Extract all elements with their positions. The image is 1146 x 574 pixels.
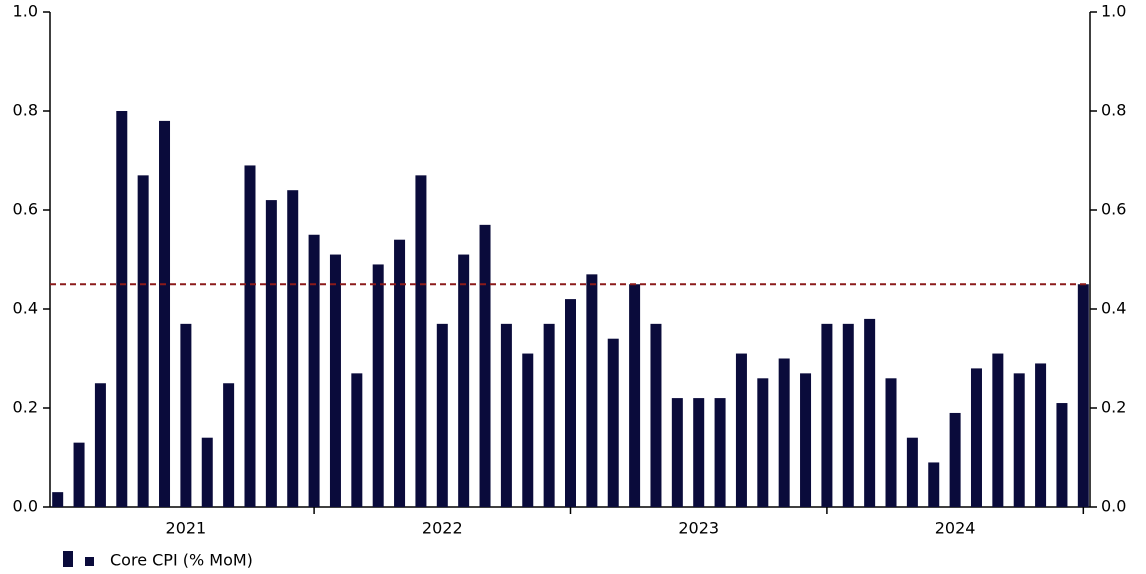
bar [757,378,769,507]
x-tick-label: 2021 [166,519,207,538]
bar [394,239,406,507]
x-tick-label: 2022 [422,519,463,538]
bar [565,299,576,507]
bar [116,111,128,507]
bar [864,318,876,507]
bar [821,323,833,507]
bar [308,234,320,507]
legend-swatch [63,551,73,567]
bar [137,175,149,507]
bar [650,323,662,507]
bar [522,353,534,507]
y2-tick-label: 1.0 [1101,2,1126,21]
bar [94,383,106,507]
y-tick-label: 1.0 [13,2,38,21]
bar [1013,373,1025,507]
bar [244,165,256,507]
bar [800,373,812,507]
bar [479,224,491,507]
bar [842,323,854,507]
legend-swatch [85,557,94,566]
y2-tick-label: 0.2 [1101,398,1126,417]
y-tick-label: 0.8 [13,101,38,120]
y-tick-label: 0.2 [13,398,38,417]
bar [735,353,747,507]
bar [1077,284,1089,507]
bar [778,358,790,507]
bar [201,437,213,507]
bar [500,323,512,507]
bar [693,398,705,507]
bar [1035,363,1047,507]
bar [436,323,448,507]
bar [607,338,619,507]
bar [287,190,299,507]
y-tick-label: 0.0 [13,497,38,516]
bar [543,323,555,507]
bar [714,398,726,507]
bar [458,254,470,507]
bar [223,383,235,507]
bar [970,368,982,507]
bar [629,284,641,507]
bar [992,353,1004,507]
y2-tick-label: 0.6 [1101,200,1126,219]
bar [329,254,341,507]
bar [351,373,363,507]
bar [415,175,427,507]
bar [73,442,85,507]
y-tick-label: 0.4 [13,299,38,318]
bar [372,264,384,507]
x-tick-label: 2024 [935,519,976,538]
y2-tick-label: 0.8 [1101,101,1126,120]
bar [180,323,192,507]
bar [928,462,940,507]
bar [885,378,897,507]
bar [906,437,918,507]
y-tick-label: 0.6 [13,200,38,219]
bar [159,120,171,508]
bar [586,274,598,507]
x-tick-label: 2023 [678,519,719,538]
y2-tick-label: 0.0 [1101,497,1126,516]
bar [949,412,961,507]
bar [1056,403,1068,507]
bar [52,492,64,507]
bar [265,200,277,507]
y2-tick-label: 0.4 [1101,299,1126,318]
legend-label: Core CPI (% MoM) [110,551,253,570]
bar [671,398,683,507]
